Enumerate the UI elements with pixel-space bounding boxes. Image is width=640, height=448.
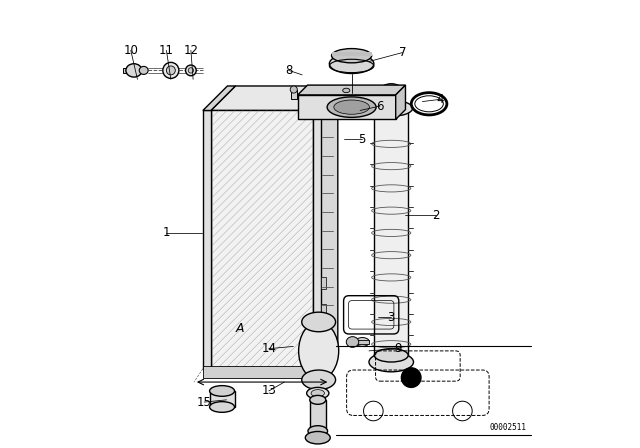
- Ellipse shape: [166, 66, 175, 75]
- Ellipse shape: [334, 100, 369, 114]
- Bar: [124, 68, 131, 73]
- Ellipse shape: [342, 88, 350, 93]
- Ellipse shape: [140, 66, 148, 74]
- Ellipse shape: [126, 64, 142, 77]
- Bar: [291, 90, 297, 99]
- Bar: [374, 108, 408, 362]
- Ellipse shape: [330, 54, 374, 73]
- Bar: [314, 111, 321, 346]
- Text: 1: 1: [163, 226, 170, 239]
- Ellipse shape: [209, 402, 234, 412]
- Ellipse shape: [301, 312, 335, 332]
- Ellipse shape: [332, 48, 372, 63]
- Bar: [203, 111, 211, 369]
- Ellipse shape: [301, 370, 335, 390]
- Text: A: A: [236, 322, 244, 335]
- Ellipse shape: [370, 100, 413, 116]
- Ellipse shape: [307, 388, 329, 399]
- Ellipse shape: [186, 65, 196, 76]
- Ellipse shape: [346, 336, 359, 347]
- Ellipse shape: [374, 349, 408, 362]
- Ellipse shape: [380, 92, 402, 112]
- Ellipse shape: [188, 68, 193, 73]
- Ellipse shape: [311, 390, 324, 397]
- Ellipse shape: [299, 322, 339, 380]
- Text: 7: 7: [399, 46, 406, 59]
- Text: 12: 12: [184, 44, 198, 57]
- Bar: [356, 340, 369, 344]
- Ellipse shape: [305, 431, 330, 444]
- Text: 2: 2: [432, 209, 440, 222]
- Bar: [332, 52, 372, 56]
- Text: 10: 10: [124, 44, 138, 57]
- Polygon shape: [203, 86, 236, 111]
- Circle shape: [401, 368, 421, 388]
- Text: 4: 4: [436, 93, 444, 106]
- Bar: [203, 366, 324, 378]
- Text: 3: 3: [388, 311, 395, 324]
- Bar: [211, 111, 314, 369]
- Ellipse shape: [308, 426, 328, 436]
- Bar: [298, 95, 396, 119]
- Bar: [321, 304, 326, 315]
- Bar: [209, 391, 234, 407]
- Polygon shape: [396, 85, 406, 119]
- Bar: [321, 277, 326, 289]
- Text: 13: 13: [261, 384, 276, 397]
- Ellipse shape: [310, 396, 326, 404]
- Text: 11: 11: [159, 44, 174, 57]
- Ellipse shape: [355, 337, 369, 346]
- Polygon shape: [314, 86, 338, 369]
- Polygon shape: [211, 86, 338, 111]
- Text: 15: 15: [197, 396, 212, 409]
- Text: 9: 9: [394, 342, 402, 355]
- Bar: [310, 400, 326, 431]
- Text: 5: 5: [358, 133, 366, 146]
- Ellipse shape: [163, 62, 179, 78]
- Ellipse shape: [290, 86, 298, 93]
- Ellipse shape: [327, 97, 376, 117]
- Bar: [380, 90, 402, 102]
- Text: 00002511: 00002511: [490, 423, 527, 432]
- Text: 6: 6: [376, 99, 384, 112]
- Polygon shape: [298, 85, 406, 95]
- Ellipse shape: [369, 352, 413, 372]
- Text: 8: 8: [285, 64, 292, 77]
- Ellipse shape: [209, 386, 234, 396]
- Text: 14: 14: [261, 342, 276, 355]
- Ellipse shape: [380, 84, 402, 97]
